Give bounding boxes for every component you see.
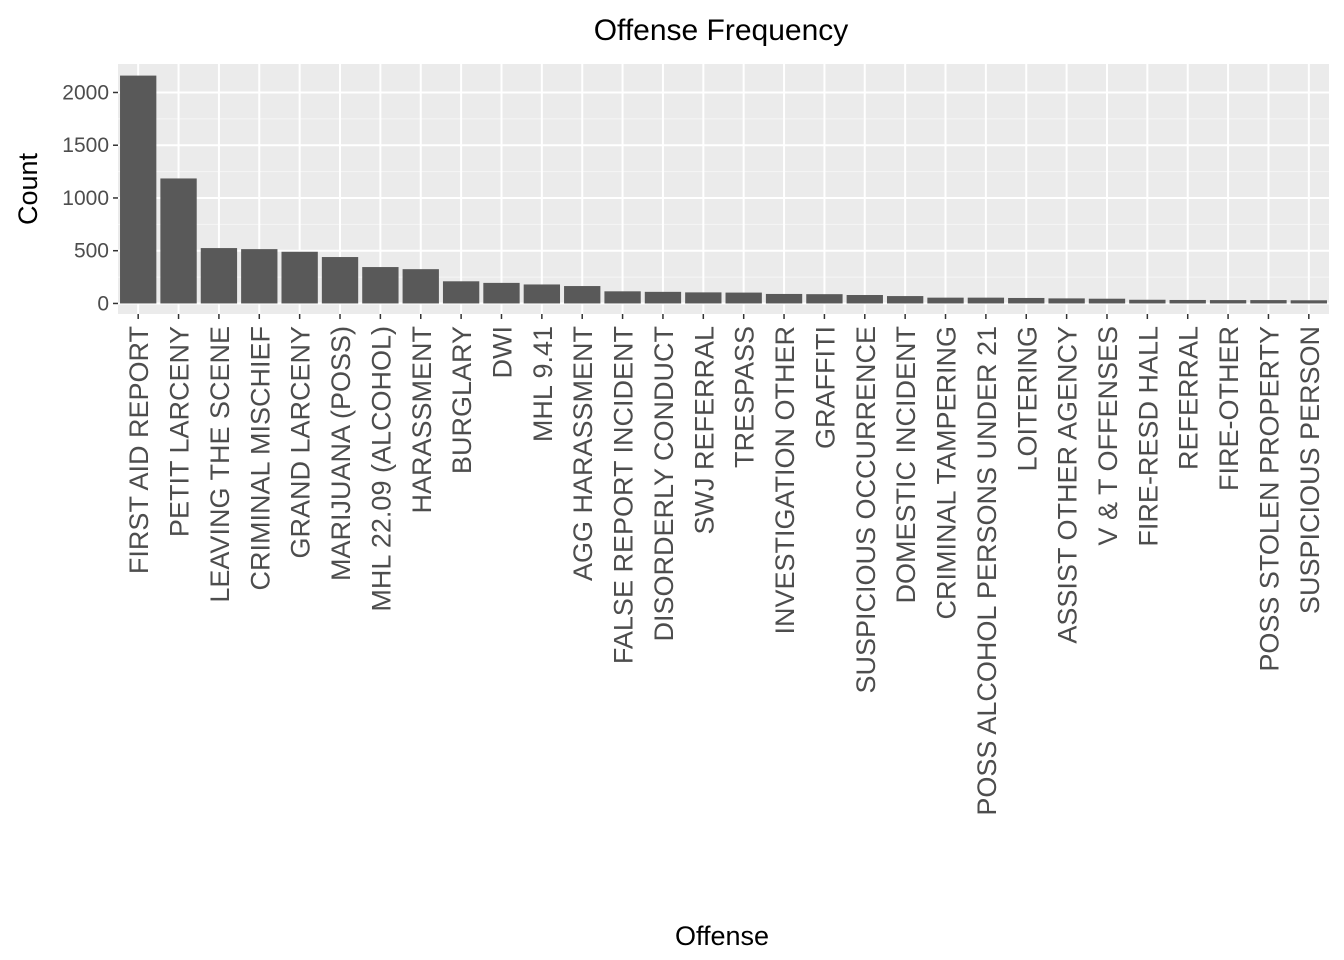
x-tick-label: DWI <box>487 326 517 378</box>
bar <box>321 257 359 304</box>
x-tick-label: FIRE-OTHER <box>1214 326 1244 491</box>
bar <box>725 292 762 304</box>
y-tick-label: 1500 <box>62 134 109 157</box>
x-tick-label: FALSE REPORT INCIDENT <box>609 326 639 664</box>
x-axis: FIRST AID REPORT PETIT LARCENY LEAVING THE… <box>124 314 1325 816</box>
x-tick-label: FIRE-RESD HALL <box>1133 326 1163 547</box>
bar <box>281 251 318 304</box>
plot-panel <box>118 64 1329 314</box>
x-tick-label: DOMESTIC INCIDENT <box>891 326 921 604</box>
y-tick-label: 1000 <box>62 187 109 210</box>
x-tick-label: TRESPASS <box>730 326 760 468</box>
bar <box>806 294 843 304</box>
bar <box>846 295 883 304</box>
bar <box>886 296 924 304</box>
bar <box>442 281 480 304</box>
bar <box>120 75 157 304</box>
bar <box>604 291 641 304</box>
x-tick-label: SWJ REFERRAL <box>689 326 719 535</box>
bar <box>1290 300 1327 304</box>
x-tick-label: ASSIST OTHER AGENCY <box>1053 326 1083 644</box>
x-tick-label: PETIT LARCENY <box>165 326 195 537</box>
x-tick-label: SUSPICIOUS OCCURRENCE <box>851 326 881 694</box>
bar <box>1048 298 1085 304</box>
bar <box>927 297 964 304</box>
x-tick-label: DISORDERLY CONDUCT <box>649 326 679 642</box>
bar <box>523 284 561 304</box>
bar <box>564 286 601 304</box>
x-tick-label: POSS ALCOHOL PERSONS UNDER 21 <box>972 326 1002 816</box>
x-tick-label: CRIMINAL MISCHIEF <box>245 326 275 591</box>
x-tick-label: BURGLARY <box>447 326 477 474</box>
bar <box>362 267 399 304</box>
x-tick-label: REFERRAL <box>1174 326 1204 470</box>
x-tick-label: INVESTIGATION OTHER <box>770 326 800 635</box>
x-tick-label: GRAFFITI <box>810 326 840 449</box>
y-axis-title: Count <box>13 152 43 225</box>
bar <box>644 291 682 304</box>
y-axis: 0 500 1000 1500 2000 <box>62 81 118 315</box>
x-tick-label: HARASSMENT <box>407 326 437 514</box>
bar <box>765 293 803 304</box>
bar <box>200 248 238 304</box>
bar <box>685 292 722 304</box>
x-tick-label: AGG HARASSMENT <box>568 326 598 581</box>
x-tick-label: POSS STOLEN PROPERTY <box>1254 326 1284 672</box>
bar <box>1169 299 1206 304</box>
x-tick-label: LEAVING THE SCENE <box>205 326 235 603</box>
y-tick-label: 0 <box>97 292 109 315</box>
x-tick-label: CRIMINAL TAMPERING <box>932 326 962 620</box>
bar <box>1209 300 1247 304</box>
bars <box>120 75 1327 304</box>
x-tick-label: MHL 22.09 (ALCOHOL) <box>366 326 396 612</box>
x-tick-label: V & T OFFENSES <box>1093 326 1123 546</box>
y-tick-label: 2000 <box>62 81 109 104</box>
bar <box>967 297 1005 304</box>
bar <box>241 249 278 304</box>
bar <box>483 282 520 304</box>
x-tick-label: LOITERING <box>1012 326 1042 472</box>
x-tick-label: GRAND LARCENY <box>286 326 316 559</box>
y-tick-label: 500 <box>74 240 109 263</box>
chart-title: Offense Frequency <box>594 14 849 47</box>
x-axis-title: Offense <box>675 921 769 951</box>
bar <box>402 269 439 304</box>
bar <box>1008 297 1045 304</box>
bar <box>1250 300 1287 304</box>
bar <box>1088 298 1126 304</box>
x-tick-label: MHL 9.41 <box>528 326 558 442</box>
x-tick-label: FIRST AID REPORT <box>124 326 154 574</box>
x-tick-label: MARIJUANA (POSS) <box>326 326 356 581</box>
x-tick-label: SUSPICIOUS PERSON <box>1295 326 1325 614</box>
bar <box>160 178 197 304</box>
bar <box>1129 299 1166 304</box>
